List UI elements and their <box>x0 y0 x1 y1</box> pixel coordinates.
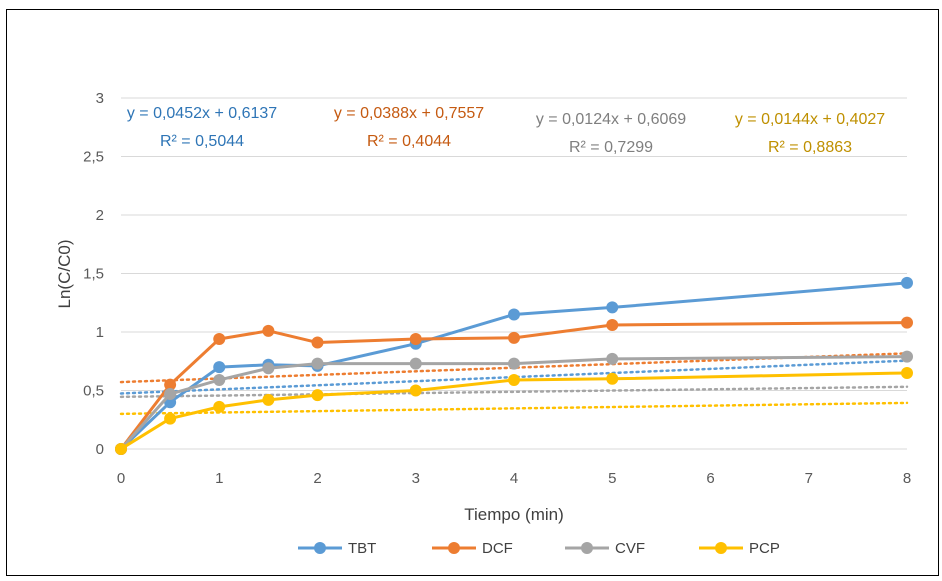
legend-label-dcf: DCF <box>482 540 513 557</box>
trendline-equations: y = 0,0452x + 0,6137 R² = 0,5044 y = 0,038… <box>127 105 885 156</box>
legend-marker-tbt <box>314 542 326 554</box>
y-tick-label: 1,5 <box>83 266 104 283</box>
data-point-dcf <box>901 316 913 329</box>
data-point-pcp <box>508 373 520 386</box>
data-point-cvf <box>508 357 520 370</box>
data-point-cvf <box>311 357 324 370</box>
data-point-tbt <box>213 361 226 374</box>
data-point-dcf <box>262 324 275 337</box>
x-tick-label: 6 <box>706 470 714 487</box>
trendline-equation-dcf: y = 0,0388x + 0,7557 <box>334 105 484 122</box>
trendline-r2-dcf: R² = 0,4044 <box>367 133 451 150</box>
y-tick-label: 3 <box>96 90 104 107</box>
legend: TBT DCF CVF PCP <box>298 540 780 557</box>
x-tick-label: 8 <box>903 470 911 487</box>
legend-marker-dcf <box>448 542 460 554</box>
data-point-cvf <box>409 357 422 370</box>
legend-label-cvf: CVF <box>615 540 645 557</box>
x-tick-label: 3 <box>412 470 420 487</box>
data-point-cvf <box>262 362 275 375</box>
x-tick-label: 1 <box>215 470 223 487</box>
gridlines <box>121 97 907 391</box>
x-tick-label: 5 <box>608 470 616 487</box>
series-lines <box>115 276 913 455</box>
trendline-r2-pcp: R² = 0,8863 <box>768 139 852 156</box>
data-point-tbt <box>606 301 619 314</box>
y-tick-label: 2,5 <box>83 149 104 166</box>
data-point-pcp <box>164 412 177 425</box>
y-tick-label: 0 <box>96 441 104 458</box>
data-point-pcp <box>115 443 127 455</box>
legend-label-tbt: TBT <box>348 540 376 557</box>
trendline-equation-tbt: y = 0,0452x + 0,6137 <box>127 105 277 122</box>
data-point-cvf <box>213 373 226 386</box>
legend-label-pcp: PCP <box>749 540 780 557</box>
trendline-tbt <box>119 359 909 395</box>
data-point-dcf <box>508 331 520 344</box>
axes: 0 0,5 1 1,5 2 2,5 3 0 1 2 3 4 5 6 7 8 <box>83 90 911 487</box>
x-tick-label: 2 <box>313 470 321 487</box>
x-axis-title: Tiempo (min) <box>464 505 564 524</box>
data-point-pcp <box>262 393 275 406</box>
data-point-pcp <box>901 366 913 379</box>
data-point-cvf <box>164 388 177 401</box>
data-point-pcp <box>606 372 619 385</box>
data-point-pcp <box>213 400 226 413</box>
data-point-dcf <box>213 333 226 346</box>
x-tick-label: 0 <box>117 470 125 487</box>
data-point-pcp <box>311 389 324 402</box>
data-point-dcf <box>606 318 619 331</box>
data-point-cvf <box>901 350 913 363</box>
trendline-r2-tbt: R² = 0,5044 <box>160 133 244 150</box>
data-point-dcf <box>311 336 324 349</box>
x-tick-label: 4 <box>510 470 518 487</box>
trendline-r2-cvf: R² = 0,7299 <box>569 139 653 156</box>
data-point-pcp <box>409 384 422 397</box>
y-axis-title: Ln(C/C0) <box>55 240 74 309</box>
trendline-equation-pcp: y = 0,0144x + 0,4027 <box>735 111 885 128</box>
data-point-cvf <box>606 352 619 365</box>
data-point-tbt <box>508 308 520 321</box>
x-tick-label: 7 <box>805 470 813 487</box>
y-tick-label: 1 <box>96 324 104 341</box>
trendline-equation-cvf: y = 0,0124x + 0,6069 <box>536 111 686 128</box>
y-tick-label: 0,5 <box>83 383 104 400</box>
trendline-cvf <box>119 385 909 399</box>
data-point-dcf <box>409 333 422 346</box>
data-point-dcf <box>164 378 177 391</box>
trendline-pcp <box>119 401 909 416</box>
legend-marker-cvf <box>581 542 593 554</box>
data-point-tbt <box>901 276 913 289</box>
legend-marker-pcp <box>715 542 727 554</box>
y-tick-label: 2 <box>96 207 104 224</box>
